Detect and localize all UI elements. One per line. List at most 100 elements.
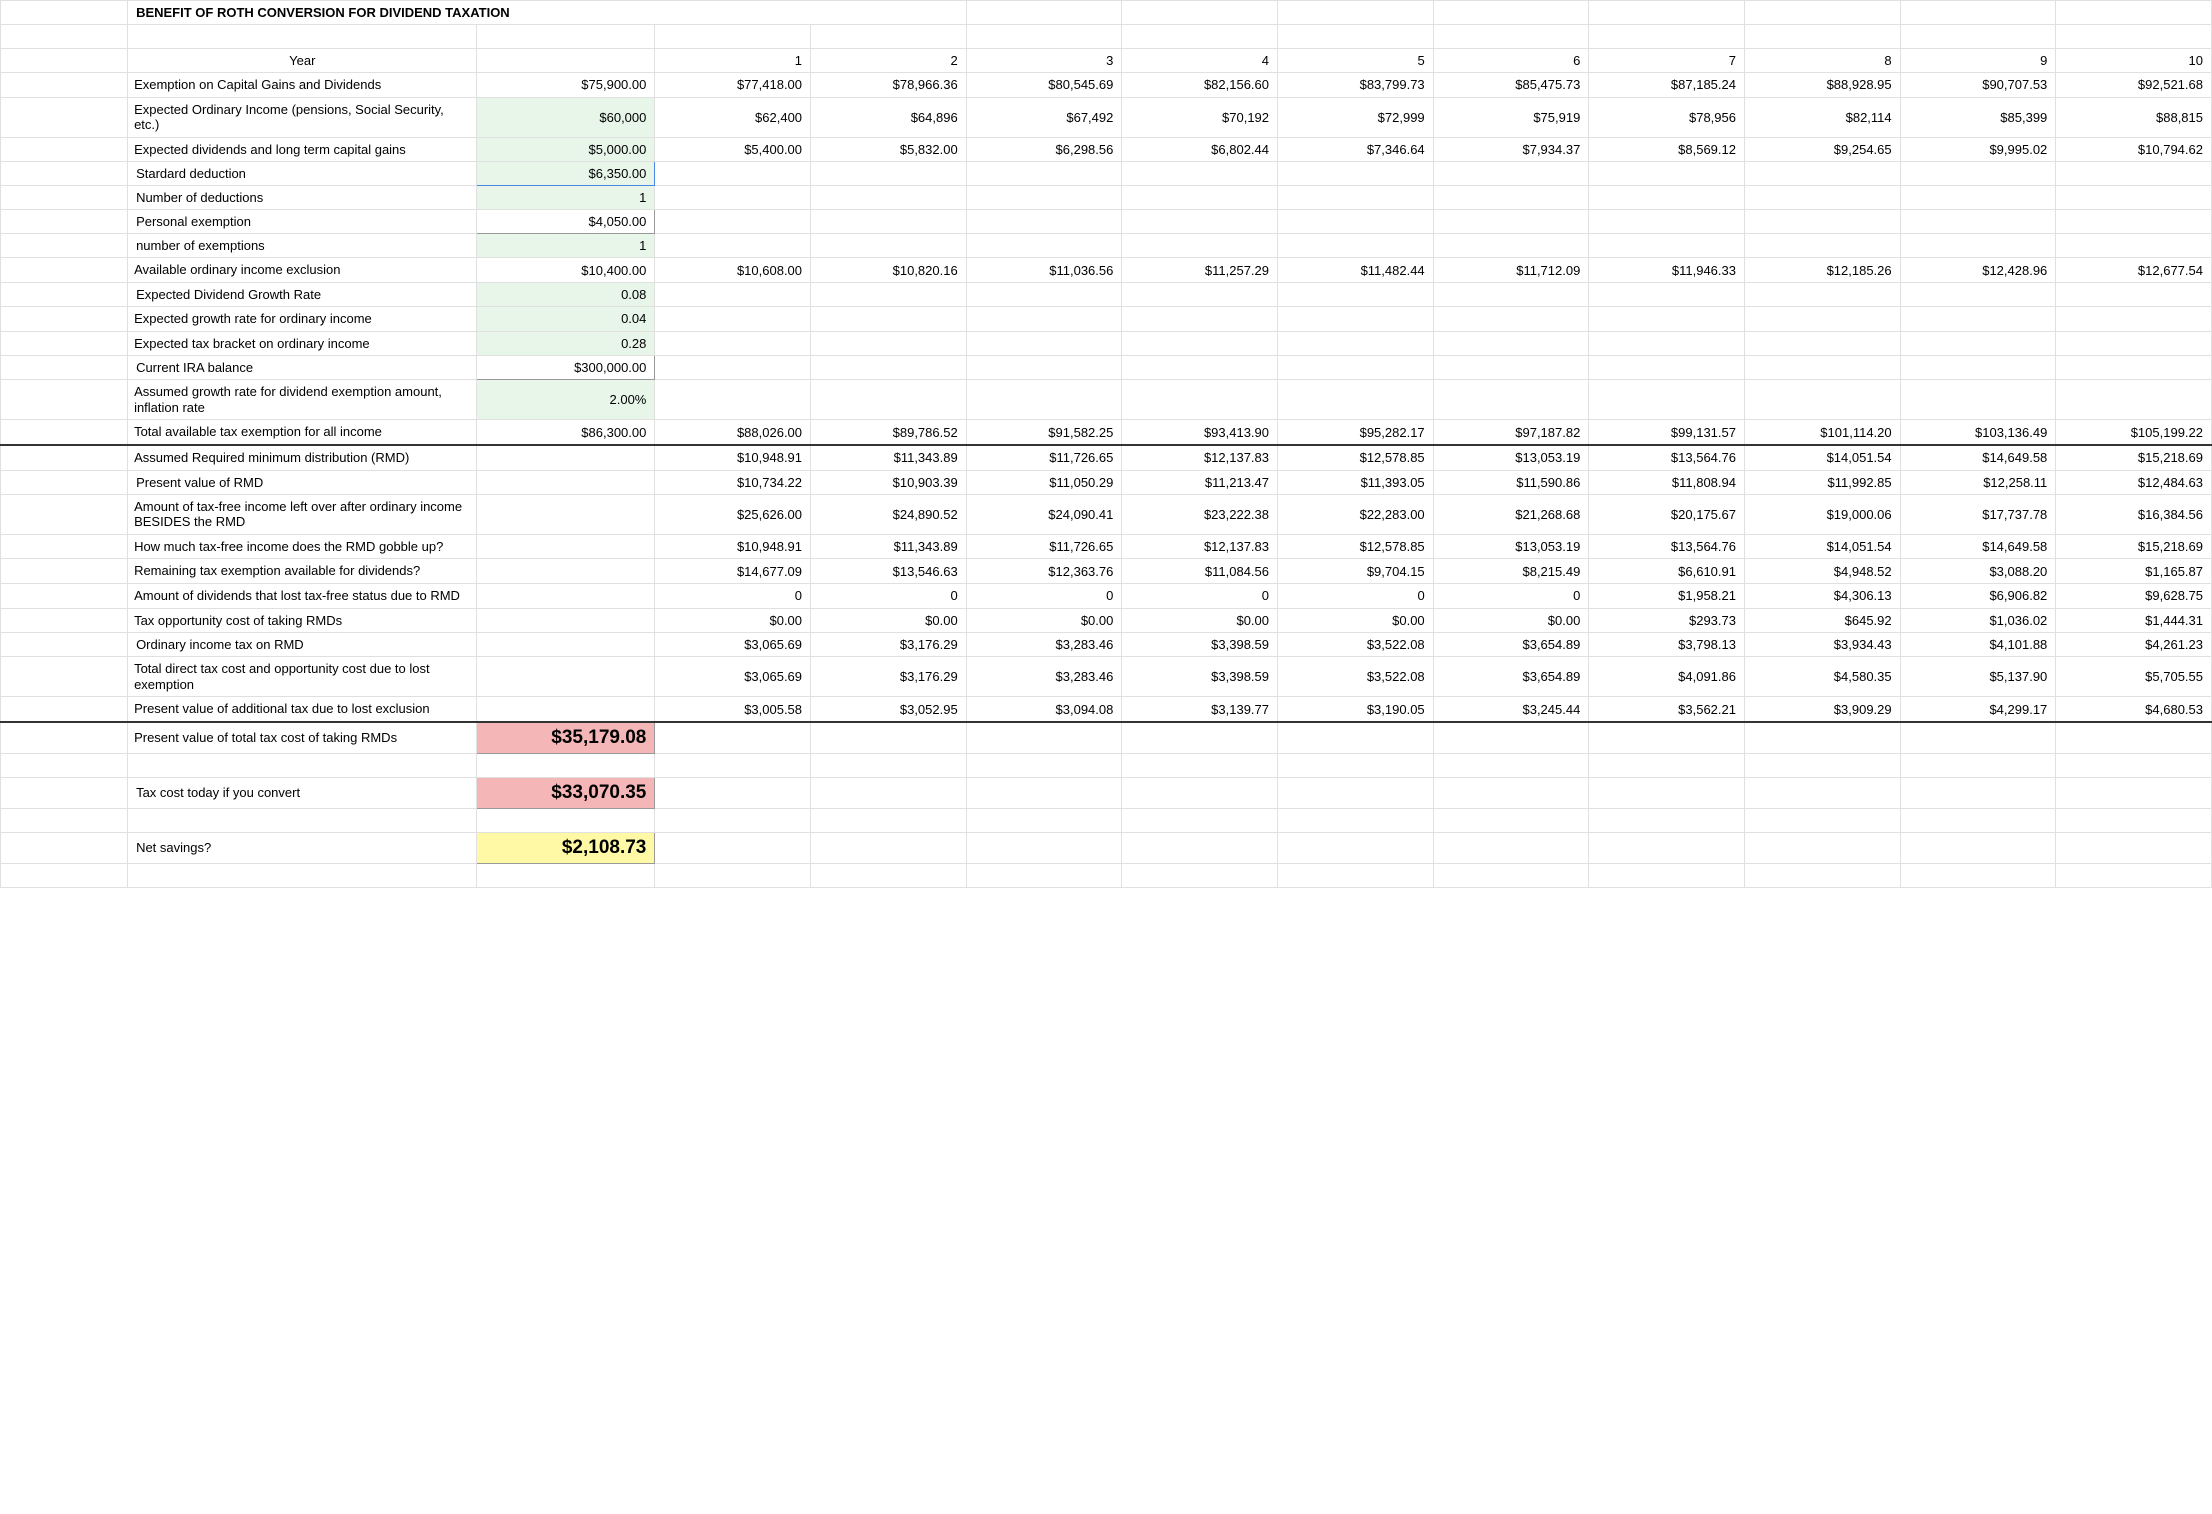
cell[interactable]: $19,000.06 bbox=[1744, 494, 1900, 534]
cell[interactable]: $62,400 bbox=[655, 97, 811, 137]
cell[interactable]: $12,578.85 bbox=[1278, 534, 1434, 559]
row-value[interactable]: 1 bbox=[477, 186, 655, 210]
cell[interactable] bbox=[1589, 186, 1745, 210]
cell[interactable]: $11,084.56 bbox=[1122, 559, 1278, 584]
cell[interactable] bbox=[2056, 306, 2212, 331]
cell[interactable]: $1,165.87 bbox=[2056, 559, 2212, 584]
cell[interactable]: $13,564.76 bbox=[1589, 445, 1745, 470]
cell[interactable]: $0.00 bbox=[811, 608, 967, 633]
cell[interactable]: $12,137.83 bbox=[1122, 445, 1278, 470]
row-value[interactable] bbox=[477, 583, 655, 608]
cell[interactable]: $3,052.95 bbox=[811, 697, 967, 722]
cell[interactable]: $87,185.24 bbox=[1589, 73, 1745, 98]
cell[interactable]: $14,677.09 bbox=[655, 559, 811, 584]
cell[interactable]: $23,222.38 bbox=[1122, 494, 1278, 534]
cell[interactable] bbox=[1278, 210, 1434, 234]
cell[interactable] bbox=[1278, 306, 1434, 331]
cell[interactable]: $3,522.08 bbox=[1278, 633, 1434, 657]
cell[interactable] bbox=[1122, 210, 1278, 234]
cell[interactable] bbox=[1122, 306, 1278, 331]
cell[interactable] bbox=[1433, 356, 1589, 380]
cell[interactable]: $93,413.90 bbox=[1122, 420, 1278, 445]
cell[interactable] bbox=[1744, 282, 1900, 306]
cell[interactable]: $4,680.53 bbox=[2056, 697, 2212, 722]
cell[interactable] bbox=[811, 162, 967, 186]
row-value[interactable]: $10,400.00 bbox=[477, 258, 655, 283]
row-value[interactable] bbox=[477, 608, 655, 633]
cell[interactable]: $97,187.82 bbox=[1433, 420, 1589, 445]
result-value[interactable]: $2,108.73 bbox=[477, 832, 655, 863]
cell[interactable]: $3,398.59 bbox=[1122, 657, 1278, 697]
cell[interactable]: $8,215.49 bbox=[1433, 559, 1589, 584]
row-value[interactable] bbox=[477, 445, 655, 470]
cell[interactable]: $3,398.59 bbox=[1122, 633, 1278, 657]
cell[interactable]: $70,192 bbox=[1122, 97, 1278, 137]
cell[interactable]: $3,139.77 bbox=[1122, 697, 1278, 722]
cell[interactable]: $11,992.85 bbox=[1744, 470, 1900, 494]
cell[interactable]: $3,909.29 bbox=[1744, 697, 1900, 722]
cell[interactable]: $9,704.15 bbox=[1278, 559, 1434, 584]
cell[interactable] bbox=[966, 162, 1122, 186]
cell[interactable]: $10,903.39 bbox=[811, 470, 967, 494]
cell[interactable] bbox=[1589, 380, 1745, 420]
cell[interactable]: $0.00 bbox=[966, 608, 1122, 633]
cell[interactable]: $9,995.02 bbox=[1900, 137, 2056, 162]
cell[interactable]: $4,580.35 bbox=[1744, 657, 1900, 697]
cell[interactable]: $3,934.43 bbox=[1744, 633, 1900, 657]
row-value[interactable]: 0.28 bbox=[477, 331, 655, 356]
cell[interactable] bbox=[1744, 186, 1900, 210]
cell[interactable]: $3,798.13 bbox=[1589, 633, 1745, 657]
cell[interactable]: 0 bbox=[811, 583, 967, 608]
cell[interactable] bbox=[1900, 210, 2056, 234]
cell[interactable] bbox=[1122, 331, 1278, 356]
cell[interactable]: $11,590.86 bbox=[1433, 470, 1589, 494]
cell[interactable]: $10,820.16 bbox=[811, 258, 967, 283]
cell[interactable]: $82,156.60 bbox=[1122, 73, 1278, 98]
row-value[interactable]: $5,000.00 bbox=[477, 137, 655, 162]
row-value[interactable]: $300,000.00 bbox=[477, 356, 655, 380]
cell[interactable] bbox=[1589, 331, 1745, 356]
cell[interactable]: $11,482.44 bbox=[1278, 258, 1434, 283]
cell[interactable]: $105,199.22 bbox=[2056, 420, 2212, 445]
cell[interactable]: $3,094.08 bbox=[966, 697, 1122, 722]
cell[interactable]: $91,582.25 bbox=[966, 420, 1122, 445]
cell[interactable]: $13,546.63 bbox=[811, 559, 967, 584]
cell[interactable]: $5,400.00 bbox=[655, 137, 811, 162]
cell[interactable]: $10,794.62 bbox=[2056, 137, 2212, 162]
cell[interactable]: $22,283.00 bbox=[1278, 494, 1434, 534]
cell[interactable]: $17,737.78 bbox=[1900, 494, 2056, 534]
cell[interactable]: $88,026.00 bbox=[655, 420, 811, 445]
cell[interactable] bbox=[1278, 282, 1434, 306]
cell[interactable] bbox=[2056, 162, 2212, 186]
cell[interactable]: $11,257.29 bbox=[1122, 258, 1278, 283]
cell[interactable]: $6,802.44 bbox=[1122, 137, 1278, 162]
cell[interactable]: $12,484.63 bbox=[2056, 470, 2212, 494]
cell[interactable]: $4,101.88 bbox=[1900, 633, 2056, 657]
cell[interactable] bbox=[1433, 162, 1589, 186]
cell[interactable] bbox=[2056, 282, 2212, 306]
cell[interactable] bbox=[1278, 356, 1434, 380]
cell[interactable] bbox=[966, 186, 1122, 210]
cell[interactable]: $6,298.56 bbox=[966, 137, 1122, 162]
cell[interactable]: $6,906.82 bbox=[1900, 583, 2056, 608]
cell[interactable]: $8,569.12 bbox=[1589, 137, 1745, 162]
cell[interactable]: $14,051.54 bbox=[1744, 445, 1900, 470]
cell[interactable] bbox=[1122, 186, 1278, 210]
cell[interactable]: $88,815 bbox=[2056, 97, 2212, 137]
row-value[interactable]: $4,050.00 bbox=[477, 210, 655, 234]
cell[interactable]: $3,522.08 bbox=[1278, 657, 1434, 697]
cell[interactable]: $90,707.53 bbox=[1900, 73, 2056, 98]
row-value[interactable]: $75,900.00 bbox=[477, 73, 655, 98]
row-value[interactable]: 2.00% bbox=[477, 380, 655, 420]
cell[interactable] bbox=[1900, 186, 2056, 210]
cell[interactable]: $99,131.57 bbox=[1589, 420, 1745, 445]
cell[interactable] bbox=[1900, 162, 2056, 186]
result-value[interactable]: $35,179.08 bbox=[477, 722, 655, 754]
cell[interactable]: $101,114.20 bbox=[1744, 420, 1900, 445]
cell[interactable] bbox=[1900, 380, 2056, 420]
cell[interactable] bbox=[966, 282, 1122, 306]
cell[interactable]: $11,036.56 bbox=[966, 258, 1122, 283]
cell[interactable]: $67,492 bbox=[966, 97, 1122, 137]
row-value[interactable] bbox=[477, 657, 655, 697]
cell[interactable]: $10,948.91 bbox=[655, 534, 811, 559]
